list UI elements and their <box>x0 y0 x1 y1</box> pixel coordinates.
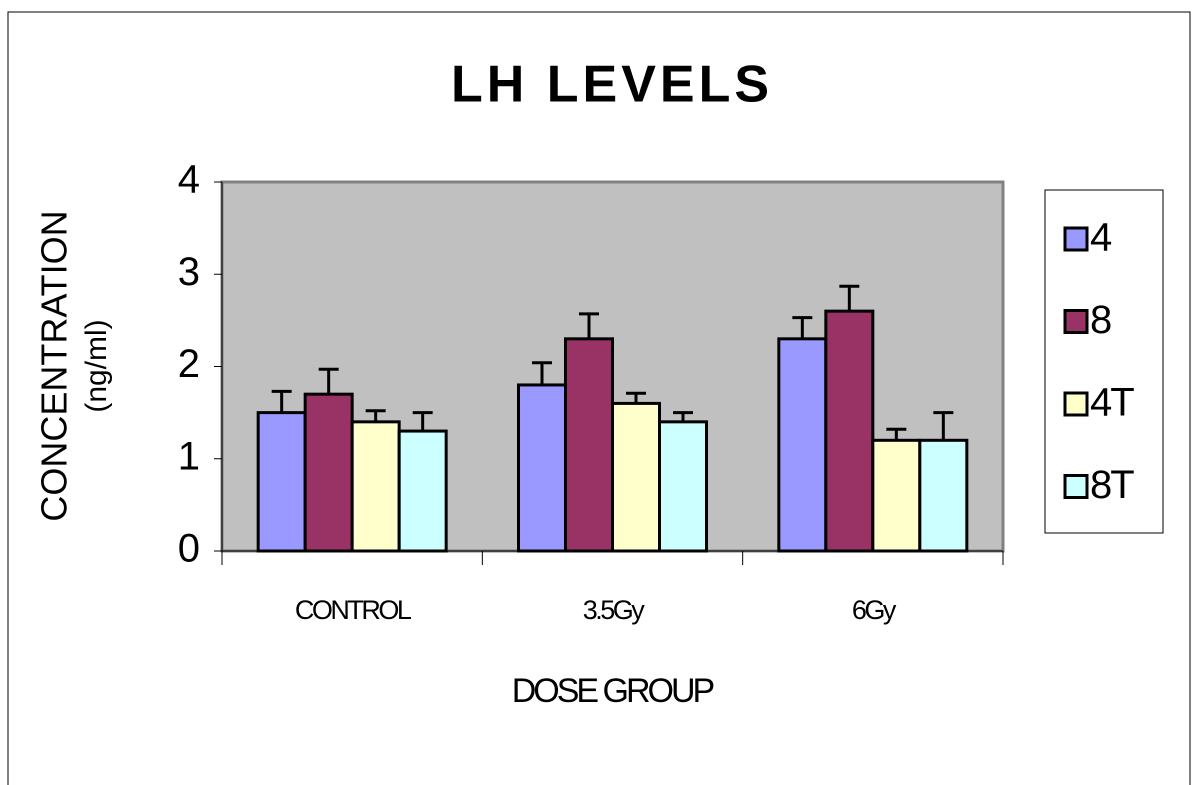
bar <box>918 438 969 553</box>
bar <box>611 401 661 553</box>
y-axis-title-line: CONCENTRATION <box>34 210 75 521</box>
legend-swatch <box>1063 309 1089 334</box>
x-tick-label: 3.5Gy <box>583 595 646 625</box>
bar <box>517 383 567 553</box>
y-tick-label: 3 <box>178 250 200 294</box>
chart-frame <box>7 11 1191 785</box>
legend-label: 4T <box>1090 381 1134 425</box>
legend-swatch <box>1063 391 1089 417</box>
chart-title: LH LEVELS <box>451 56 773 114</box>
bar <box>777 337 828 553</box>
y-axis-title: CONCENTRATION (ng/ml) <box>34 210 113 521</box>
bar <box>658 420 708 553</box>
bar <box>256 411 307 553</box>
bar <box>564 337 614 553</box>
bar <box>871 438 922 553</box>
y-tick-label: 0 <box>178 527 200 571</box>
y-axis-title-line: (ng/ml) <box>80 319 113 412</box>
x-tick-label: CONTROL <box>295 595 412 625</box>
x-axis-title: DOSE GROUP <box>512 672 714 710</box>
legend-label: 4 <box>1090 216 1112 260</box>
legend-label: 8T <box>1090 463 1134 507</box>
bar <box>303 392 354 553</box>
bar <box>397 429 448 553</box>
bar <box>350 420 401 553</box>
bar <box>824 309 875 553</box>
legend-swatch <box>1063 226 1089 252</box>
y-tick-label: 1 <box>178 434 200 478</box>
legend-swatch <box>1063 474 1089 499</box>
x-tick-label: 6Gy <box>852 595 897 625</box>
y-tick-label: 4 <box>178 158 200 202</box>
y-tick-label: 2 <box>178 342 200 386</box>
legend-label: 8 <box>1090 298 1111 342</box>
